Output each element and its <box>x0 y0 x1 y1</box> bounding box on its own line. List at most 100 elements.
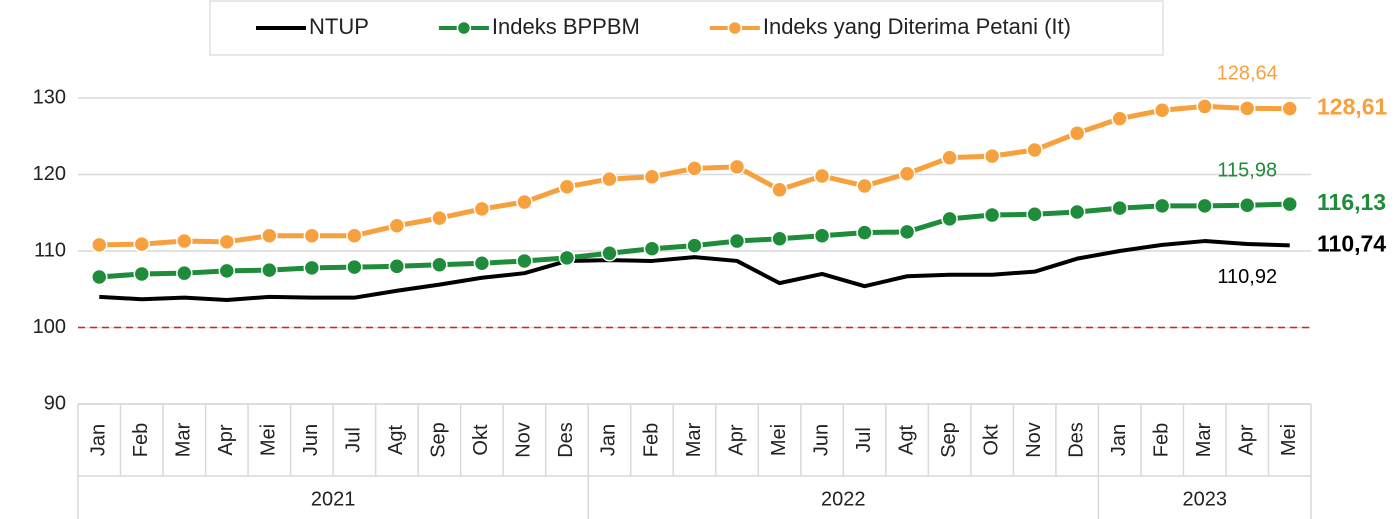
y-tick-label: 90 <box>44 392 66 414</box>
series-marker <box>473 200 491 218</box>
series-marker <box>1111 110 1128 127</box>
data-label: 110,74 <box>1317 230 1386 256</box>
series-marker <box>346 227 363 244</box>
y-tick-label: 110 <box>34 239 66 261</box>
series-marker <box>91 268 108 286</box>
series-marker <box>983 147 1001 165</box>
data-label: 128,61 <box>1317 94 1388 120</box>
series-marker <box>1281 195 1298 213</box>
series-marker <box>1068 124 1086 142</box>
series-marker <box>473 254 491 272</box>
x-tick-label: Jul <box>853 427 875 453</box>
series-marker <box>261 261 278 279</box>
x-tick-label: Mar <box>173 422 195 457</box>
legend-marker <box>456 20 472 36</box>
x-tick-label: Feb <box>130 423 152 457</box>
series-marker <box>218 233 236 251</box>
x-tick-label: Agt <box>895 425 917 455</box>
x-tick-label: Mar <box>1193 422 1215 457</box>
series-marker <box>1026 206 1043 223</box>
x-tick-label: Apr <box>215 424 237 455</box>
series-marker <box>856 177 873 195</box>
series-marker <box>813 167 831 185</box>
series-marker <box>218 262 236 280</box>
series-marker <box>558 249 576 267</box>
x-tick-label: Agt <box>385 425 407 455</box>
group-label: 2021 <box>311 488 356 510</box>
x-tick-label: Des <box>555 422 577 458</box>
x-tick-label: Mei <box>1278 424 1300 456</box>
data-label: 115,98 <box>1217 160 1277 182</box>
series-marker <box>1196 98 1213 115</box>
series-marker <box>558 178 576 195</box>
legend-label: Indeks yang Diterima Petani (It) <box>763 14 1071 39</box>
series-marker <box>1026 141 1043 159</box>
x-tick-label: Mei <box>258 424 280 456</box>
group-label: 2023 <box>1182 488 1227 510</box>
series-marker <box>686 237 703 254</box>
series-marker <box>898 165 916 182</box>
y-tick-label: 120 <box>33 163 66 185</box>
series-marker <box>303 259 321 277</box>
series-marker <box>686 160 703 177</box>
series-marker <box>176 232 193 250</box>
series-marker <box>1238 197 1256 214</box>
series-marker <box>728 232 746 250</box>
x-tick-label: Feb <box>1150 423 1172 457</box>
series-marker <box>898 223 916 241</box>
y-tick-label: 130 <box>33 86 66 108</box>
series-line <box>99 239 1290 302</box>
x-tick-label: Jun <box>810 424 832 456</box>
legend-marker <box>727 20 743 36</box>
series-marker <box>813 227 831 244</box>
series-marker <box>261 227 278 244</box>
series-marker <box>176 264 193 282</box>
series-marker <box>771 181 788 199</box>
series-marker <box>516 252 533 270</box>
legend-box <box>209 0 1164 56</box>
x-tick-label: Nov <box>1023 422 1045 458</box>
series-marker <box>388 217 406 235</box>
x-tick-label: Jan <box>598 424 620 456</box>
x-tick-label: Apr <box>725 424 747 455</box>
series-marker <box>516 193 533 211</box>
series-marker <box>771 230 788 248</box>
series-marker <box>346 258 363 276</box>
series-marker <box>1153 197 1171 215</box>
series-marker <box>941 149 958 166</box>
series-marker <box>856 224 873 241</box>
x-tick-label: Mei <box>768 424 790 456</box>
series-marker <box>1111 199 1128 217</box>
x-tick-label: Jun <box>300 424 322 456</box>
x-tick-label: Jul <box>343 427 365 453</box>
series-marker <box>1238 100 1256 117</box>
series-marker <box>983 206 1001 224</box>
series-marker <box>91 236 108 254</box>
x-tick-label: Sep <box>428 422 450 458</box>
x-tick-label: Jan <box>1108 424 1130 456</box>
series-marker <box>601 245 618 262</box>
x-tick-label: Mar <box>683 422 705 457</box>
series-marker <box>388 258 406 275</box>
x-tick-label: Jan <box>88 424 110 456</box>
y-tick-label: 100 <box>33 316 66 338</box>
x-tick-label: Nov <box>513 422 535 458</box>
x-tick-label: Sep <box>938 422 960 458</box>
series-marker <box>728 158 746 176</box>
series-marker <box>1281 100 1298 117</box>
group-label: 2022 <box>821 488 866 510</box>
series-marker <box>1153 101 1171 119</box>
series-marker <box>643 168 661 186</box>
data-label: 116,13 <box>1317 189 1386 215</box>
x-tick-label: Okt <box>470 424 492 456</box>
series-marker <box>431 256 448 274</box>
x-tick-label: Des <box>1065 422 1087 458</box>
series-marker <box>1068 203 1086 221</box>
series-marker <box>431 209 448 227</box>
series-marker <box>133 235 151 253</box>
data-label: 128,64 <box>1217 63 1278 85</box>
series-marker <box>303 227 321 244</box>
x-tick-label: Feb <box>640 423 662 457</box>
data-label: 110,92 <box>1217 266 1277 288</box>
series-marker <box>601 170 618 188</box>
